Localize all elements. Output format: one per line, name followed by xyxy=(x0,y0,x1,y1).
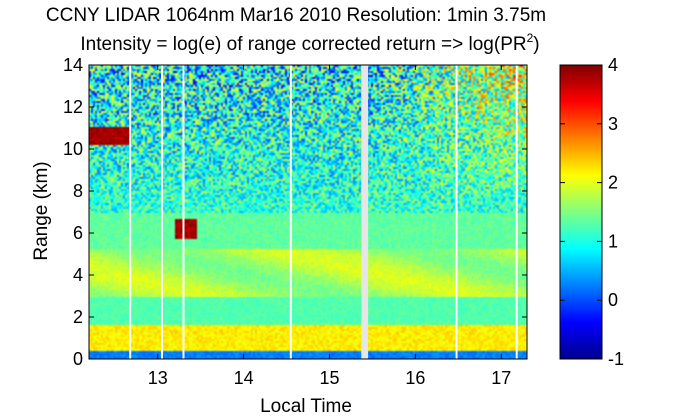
colorbar-tick-label: 0 xyxy=(608,290,618,310)
plot-frame xyxy=(88,64,528,360)
y-axis-ticks: 0 2 4 6 8 10 12 14 xyxy=(63,55,527,369)
colorbar: -1 0 1 2 3 4 xyxy=(559,55,624,369)
colorbar-tick-label: -1 xyxy=(608,349,624,369)
colorbar-ticks: -1 0 1 2 3 4 xyxy=(560,55,624,369)
missing-data-gap xyxy=(361,65,369,359)
heatmap-image xyxy=(89,65,527,359)
colorbar-gradient xyxy=(559,64,603,360)
chart-title-line2: Intensity = log(e) of range corrected re… xyxy=(80,31,539,55)
x-tick-label: 16 xyxy=(405,368,425,388)
x-tick-label: 14 xyxy=(234,368,254,388)
y-tick-label: 6 xyxy=(73,223,83,243)
y-tick-label: 14 xyxy=(63,55,83,75)
x-tick-label: 15 xyxy=(319,368,339,388)
y-tick-label: 2 xyxy=(73,307,83,327)
y-tick-label: 8 xyxy=(73,181,83,201)
chart-title-line1: CCNY LIDAR 1064nm Mar16 2010 Resolution:… xyxy=(46,5,546,26)
y-tick-label: 10 xyxy=(63,139,83,159)
x-axis-label: Local Time xyxy=(260,396,352,417)
x-tick-label: 13 xyxy=(148,368,168,388)
colorbar-tick-label: 1 xyxy=(608,231,618,251)
colorbar-tick-label: 3 xyxy=(608,114,618,134)
heatmap-plot-area: 13 14 15 16 17 0 2 4 6 8 10 12 14 xyxy=(63,55,528,388)
x-tick-label: 17 xyxy=(491,368,511,388)
y-tick-label: 12 xyxy=(63,97,83,117)
colorbar-tick-label: 2 xyxy=(608,173,618,193)
missing-data-lines xyxy=(129,65,518,359)
x-axis-ticks: 13 14 15 16 17 xyxy=(148,65,511,388)
y-axis-label: Range (km) xyxy=(31,161,52,260)
y-tick-label: 4 xyxy=(73,265,83,285)
y-tick-label: 0 xyxy=(73,349,83,369)
colorbar-tick-label: 4 xyxy=(608,55,618,75)
